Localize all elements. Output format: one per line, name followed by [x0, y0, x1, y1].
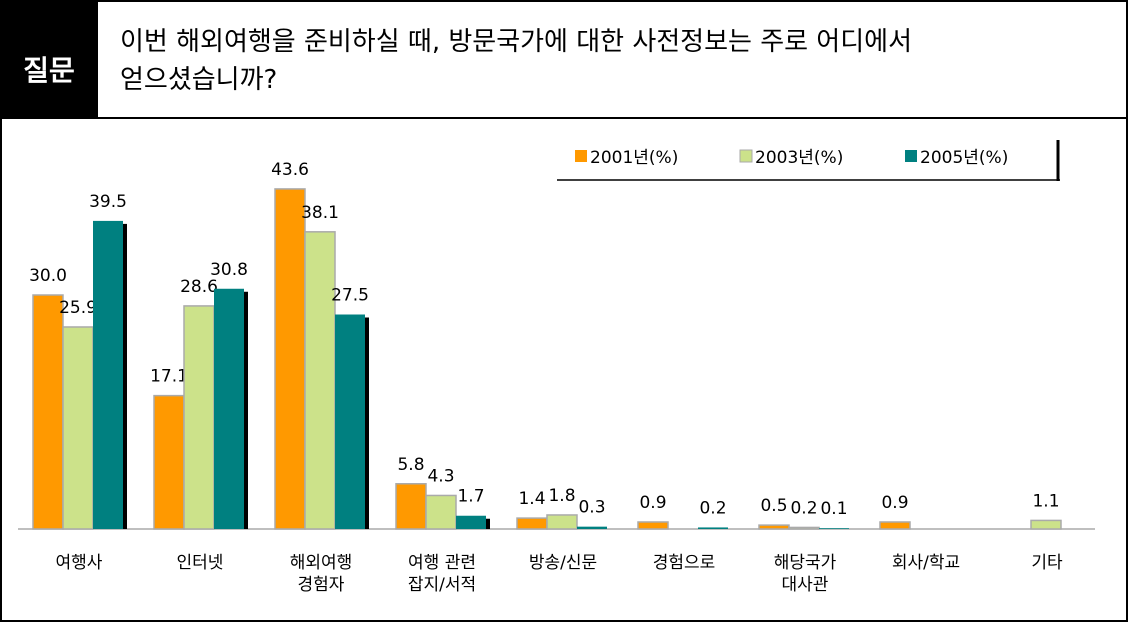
value-label: 27.5 — [331, 286, 369, 306]
bar — [546, 514, 578, 530]
value-label: 38.1 — [301, 203, 339, 223]
x-tick-label: 해당국가 대사관 — [774, 553, 837, 595]
bar — [62, 326, 94, 530]
x-tick-label: 경험으로 — [653, 553, 716, 573]
value-label: 1.8 — [548, 486, 575, 506]
value-label: 4.3 — [427, 466, 454, 486]
value-label: 1.1 — [1032, 491, 1059, 511]
bar — [758, 524, 790, 530]
bar — [456, 515, 486, 529]
bar — [214, 288, 244, 529]
bar — [335, 314, 365, 529]
bar — [183, 305, 215, 530]
bar — [32, 294, 64, 530]
value-label: 25.9 — [59, 298, 97, 318]
legend-label: 2005년(%) — [920, 148, 1008, 168]
value-label: 0.3 — [578, 498, 605, 518]
bar — [425, 494, 457, 530]
value-label: 5.8 — [397, 455, 424, 475]
bar — [274, 188, 306, 530]
value-label: 30.8 — [210, 260, 248, 280]
bar — [395, 483, 427, 530]
bar — [1030, 519, 1062, 530]
legend-swatch — [575, 150, 587, 162]
x-tick-label: 방송/신문 — [529, 553, 597, 573]
value-label: 28.6 — [180, 277, 218, 297]
label-box — [0, 0, 98, 118]
question-text: 이번 해외여행을 준비하실 때, 방문국가에 대한 사전정보는 주로 어디에서 얻… — [120, 27, 912, 95]
value-label: 1.4 — [518, 489, 545, 509]
x-tick-label: 기타 — [1031, 553, 1063, 573]
x-tick-label: 여행 관련 잡지/서적 — [408, 553, 476, 595]
legend-label: 2003년(%) — [755, 148, 843, 168]
bar — [577, 526, 607, 529]
bar — [153, 394, 185, 530]
bar — [879, 521, 911, 530]
x-tick-label: 회사/학교 — [892, 553, 960, 573]
value-label: 17.1 — [150, 367, 188, 387]
legend-swatch — [739, 149, 753, 163]
bar — [516, 517, 548, 530]
value-label: 0.1 — [820, 499, 847, 519]
value-label: 0.2 — [790, 498, 817, 518]
bar — [93, 220, 123, 529]
x-tick-label: 해외여행 경험자 — [290, 553, 353, 595]
value-label: 0.9 — [881, 493, 908, 513]
bar — [819, 528, 849, 529]
legend-label: 2001년(%) — [590, 148, 678, 168]
x-tick-label: 인터넷 — [177, 553, 224, 573]
bar — [637, 521, 669, 530]
value-label: 0.2 — [699, 498, 726, 518]
legend-swatch — [905, 150, 917, 162]
value-label: 1.7 — [457, 487, 484, 507]
question-label: 질문 — [23, 54, 75, 87]
x-tick-label: 여행사 — [56, 553, 103, 573]
value-label: 43.6 — [271, 160, 309, 180]
bar — [698, 527, 728, 529]
value-label: 39.5 — [89, 192, 127, 212]
bar — [788, 526, 820, 530]
value-label: 0.5 — [760, 496, 787, 516]
bar — [304, 231, 336, 530]
value-label: 0.9 — [639, 493, 666, 513]
value-label: 30.0 — [29, 266, 67, 286]
